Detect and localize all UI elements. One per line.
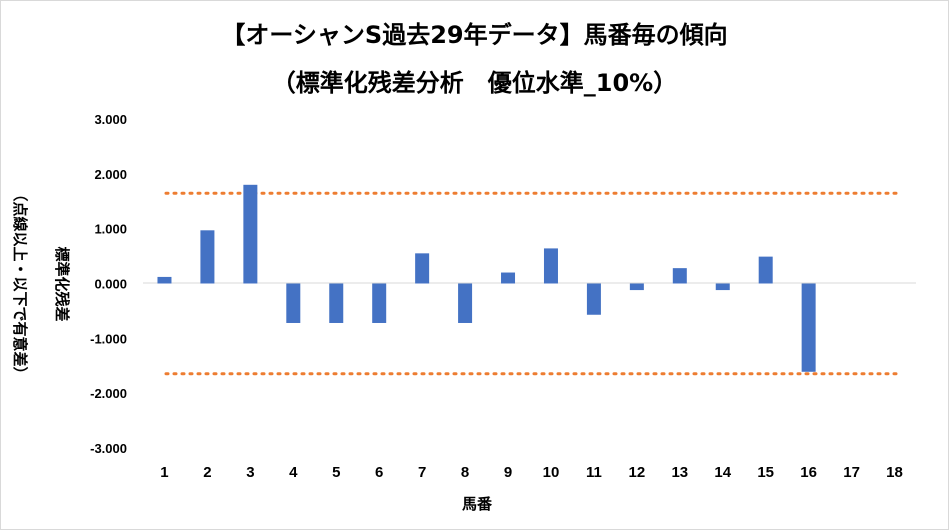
bar-horse-12 bbox=[629, 283, 644, 291]
bar-horse-10 bbox=[543, 248, 558, 284]
bar-horse-8 bbox=[458, 283, 473, 323]
chart-subtitle: （標準化残差分析 優位水準_10%） bbox=[271, 69, 678, 97]
x-tick-label: 5 bbox=[332, 464, 340, 481]
bar-horse-6 bbox=[372, 283, 387, 323]
y-tick-label: -3.000 bbox=[90, 441, 127, 456]
x-tick-label: 13 bbox=[671, 464, 688, 481]
x-tick-label: 12 bbox=[629, 464, 646, 481]
y-tick-label: -1.000 bbox=[90, 331, 127, 346]
bar-horse-2 bbox=[200, 230, 215, 284]
bar-horse-5 bbox=[329, 283, 344, 323]
bar-horse-4 bbox=[286, 283, 301, 323]
bar-horse-9 bbox=[501, 272, 516, 284]
bar-horse-16 bbox=[801, 283, 816, 372]
bar-horse-14 bbox=[715, 283, 730, 291]
bar-horse-1 bbox=[157, 276, 172, 284]
bar-horse-3 bbox=[243, 184, 258, 284]
bar-horse-13 bbox=[672, 268, 687, 284]
bar-horse-11 bbox=[586, 283, 601, 315]
x-tick-label: 9 bbox=[504, 464, 512, 481]
x-tick-label: 11 bbox=[586, 464, 602, 481]
chart-title: 【オーシャンS過去29年データ】馬番毎の傾向 bbox=[221, 21, 728, 49]
x-tick-label: 16 bbox=[800, 464, 817, 481]
x-tick-label: 2 bbox=[203, 464, 211, 481]
x-tick-label: 7 bbox=[418, 464, 426, 481]
y-axis-note: （点線以上・以下で有意差） bbox=[11, 186, 29, 381]
x-tick-label: 10 bbox=[543, 464, 560, 481]
bar-horse-15 bbox=[758, 256, 773, 284]
y-tick-label: 2.000 bbox=[94, 167, 127, 182]
y-tick-label: -2.000 bbox=[90, 386, 127, 401]
x-tick-label: 4 bbox=[289, 464, 298, 481]
y-tick-label: 1.000 bbox=[94, 222, 127, 237]
x-tick-label: 15 bbox=[757, 464, 774, 481]
x-tick-label: 17 bbox=[843, 464, 860, 481]
x-tick-label: 14 bbox=[714, 464, 731, 481]
y-tick-label: 0.000 bbox=[94, 277, 127, 292]
bar-horse-7 bbox=[415, 253, 430, 284]
y-tick-label: 3.000 bbox=[94, 112, 127, 127]
x-tick-label: 6 bbox=[375, 464, 383, 481]
y-axis-title: 標準化残差 bbox=[53, 246, 71, 321]
x-tick-label: 1 bbox=[160, 464, 168, 481]
x-tick-label: 8 bbox=[461, 464, 469, 481]
x-axis-title: 馬番 bbox=[462, 495, 493, 513]
x-tick-label: 18 bbox=[886, 464, 903, 481]
x-tick-label: 3 bbox=[246, 464, 254, 481]
